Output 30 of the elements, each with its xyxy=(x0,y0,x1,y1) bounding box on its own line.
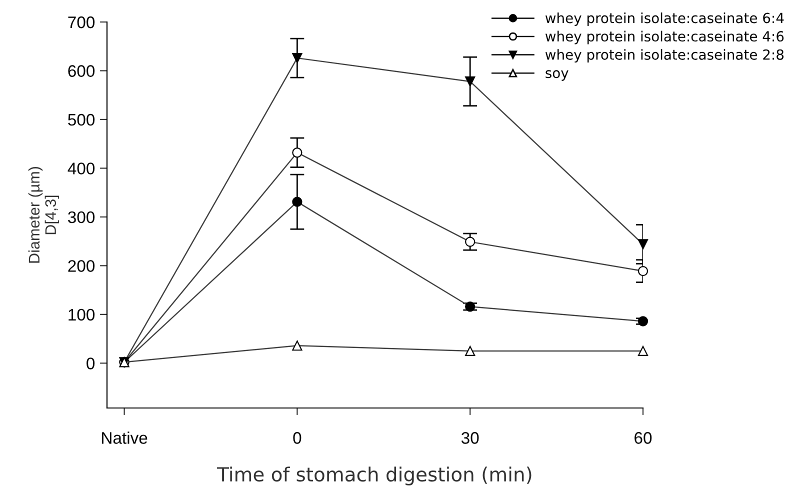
x-tick-label: 30 xyxy=(461,432,479,444)
point xyxy=(292,148,302,158)
point xyxy=(292,196,302,207)
point xyxy=(638,316,648,326)
x-axis-title: Time of stomach digestion (min) xyxy=(217,466,532,486)
x-tick-label: Native xyxy=(102,432,148,444)
point xyxy=(638,266,648,276)
x-tick-label: 60 xyxy=(634,432,652,444)
legend-label: whey protein isolate:caseinate 6:4 xyxy=(545,12,784,26)
legend-label: whey protein isolate:caseinate 4:6 xyxy=(545,30,784,44)
point xyxy=(638,239,648,250)
y-tick-label: 100 xyxy=(68,308,95,321)
y-tick-label: 600 xyxy=(68,65,95,77)
point xyxy=(465,76,476,87)
point xyxy=(638,346,648,356)
y-axis-title: Diameter (µm) D[4,3] xyxy=(28,166,60,263)
y-tick-label: 700 xyxy=(68,16,95,28)
point xyxy=(292,52,302,64)
y-tick-label: 0 xyxy=(86,358,95,370)
y-tick-label: 500 xyxy=(68,114,95,126)
point xyxy=(465,236,476,247)
point xyxy=(292,340,302,351)
legend-label: soy xyxy=(546,70,568,81)
legend-label: whey protein isolate:caseinate 2:8 xyxy=(545,49,784,63)
x-tick-label: 0 xyxy=(293,432,302,444)
point xyxy=(465,346,476,356)
y-tick-label: 200 xyxy=(68,260,95,272)
y-tick-label: 400 xyxy=(68,162,95,174)
y-tick-label: 300 xyxy=(68,211,95,224)
point xyxy=(465,302,476,312)
